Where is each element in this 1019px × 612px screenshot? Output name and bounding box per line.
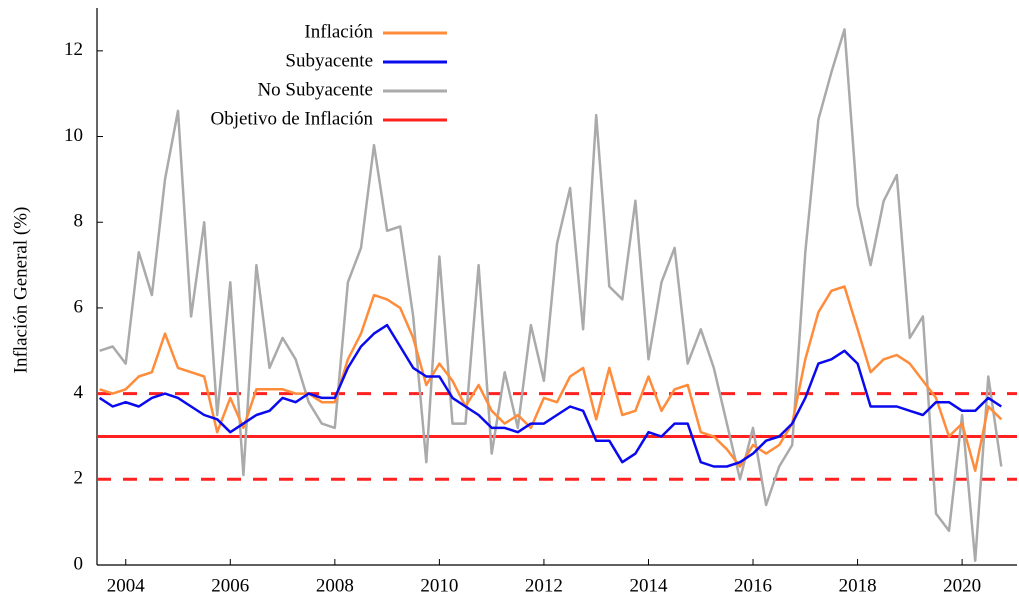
legend-label: Subyacente bbox=[285, 50, 373, 71]
series-line bbox=[98, 323, 1002, 468]
y-tick-label: 2 bbox=[74, 468, 84, 489]
y-axis-label: Inflación General (%) bbox=[10, 207, 31, 374]
legend-label: No Subyacente bbox=[257, 79, 373, 100]
y-tick-label: 4 bbox=[74, 382, 84, 403]
x-tick-label: 2008 bbox=[316, 575, 354, 596]
series-line bbox=[99, 28, 1003, 562]
y-tick-label: 12 bbox=[64, 39, 83, 60]
series-line bbox=[99, 285, 1003, 472]
y-tick-label: 8 bbox=[74, 211, 84, 232]
legend-label: Inflación bbox=[304, 21, 373, 42]
x-tick-label: 2010 bbox=[420, 575, 458, 596]
y-tick-label: 6 bbox=[74, 296, 84, 317]
y-tick-label: 10 bbox=[64, 125, 83, 146]
legend-label: Objetivo de Inflación bbox=[210, 108, 373, 129]
x-tick-label: 2012 bbox=[525, 575, 563, 596]
x-tick-label: 2016 bbox=[734, 575, 772, 596]
x-tick-label: 2014 bbox=[629, 575, 668, 596]
x-tick-label: 2004 bbox=[107, 575, 146, 596]
y-tick-label: 0 bbox=[74, 553, 84, 574]
x-tick-label: 2020 bbox=[943, 575, 981, 596]
x-tick-label: 2006 bbox=[211, 575, 249, 596]
x-tick-label: 2018 bbox=[839, 575, 877, 596]
